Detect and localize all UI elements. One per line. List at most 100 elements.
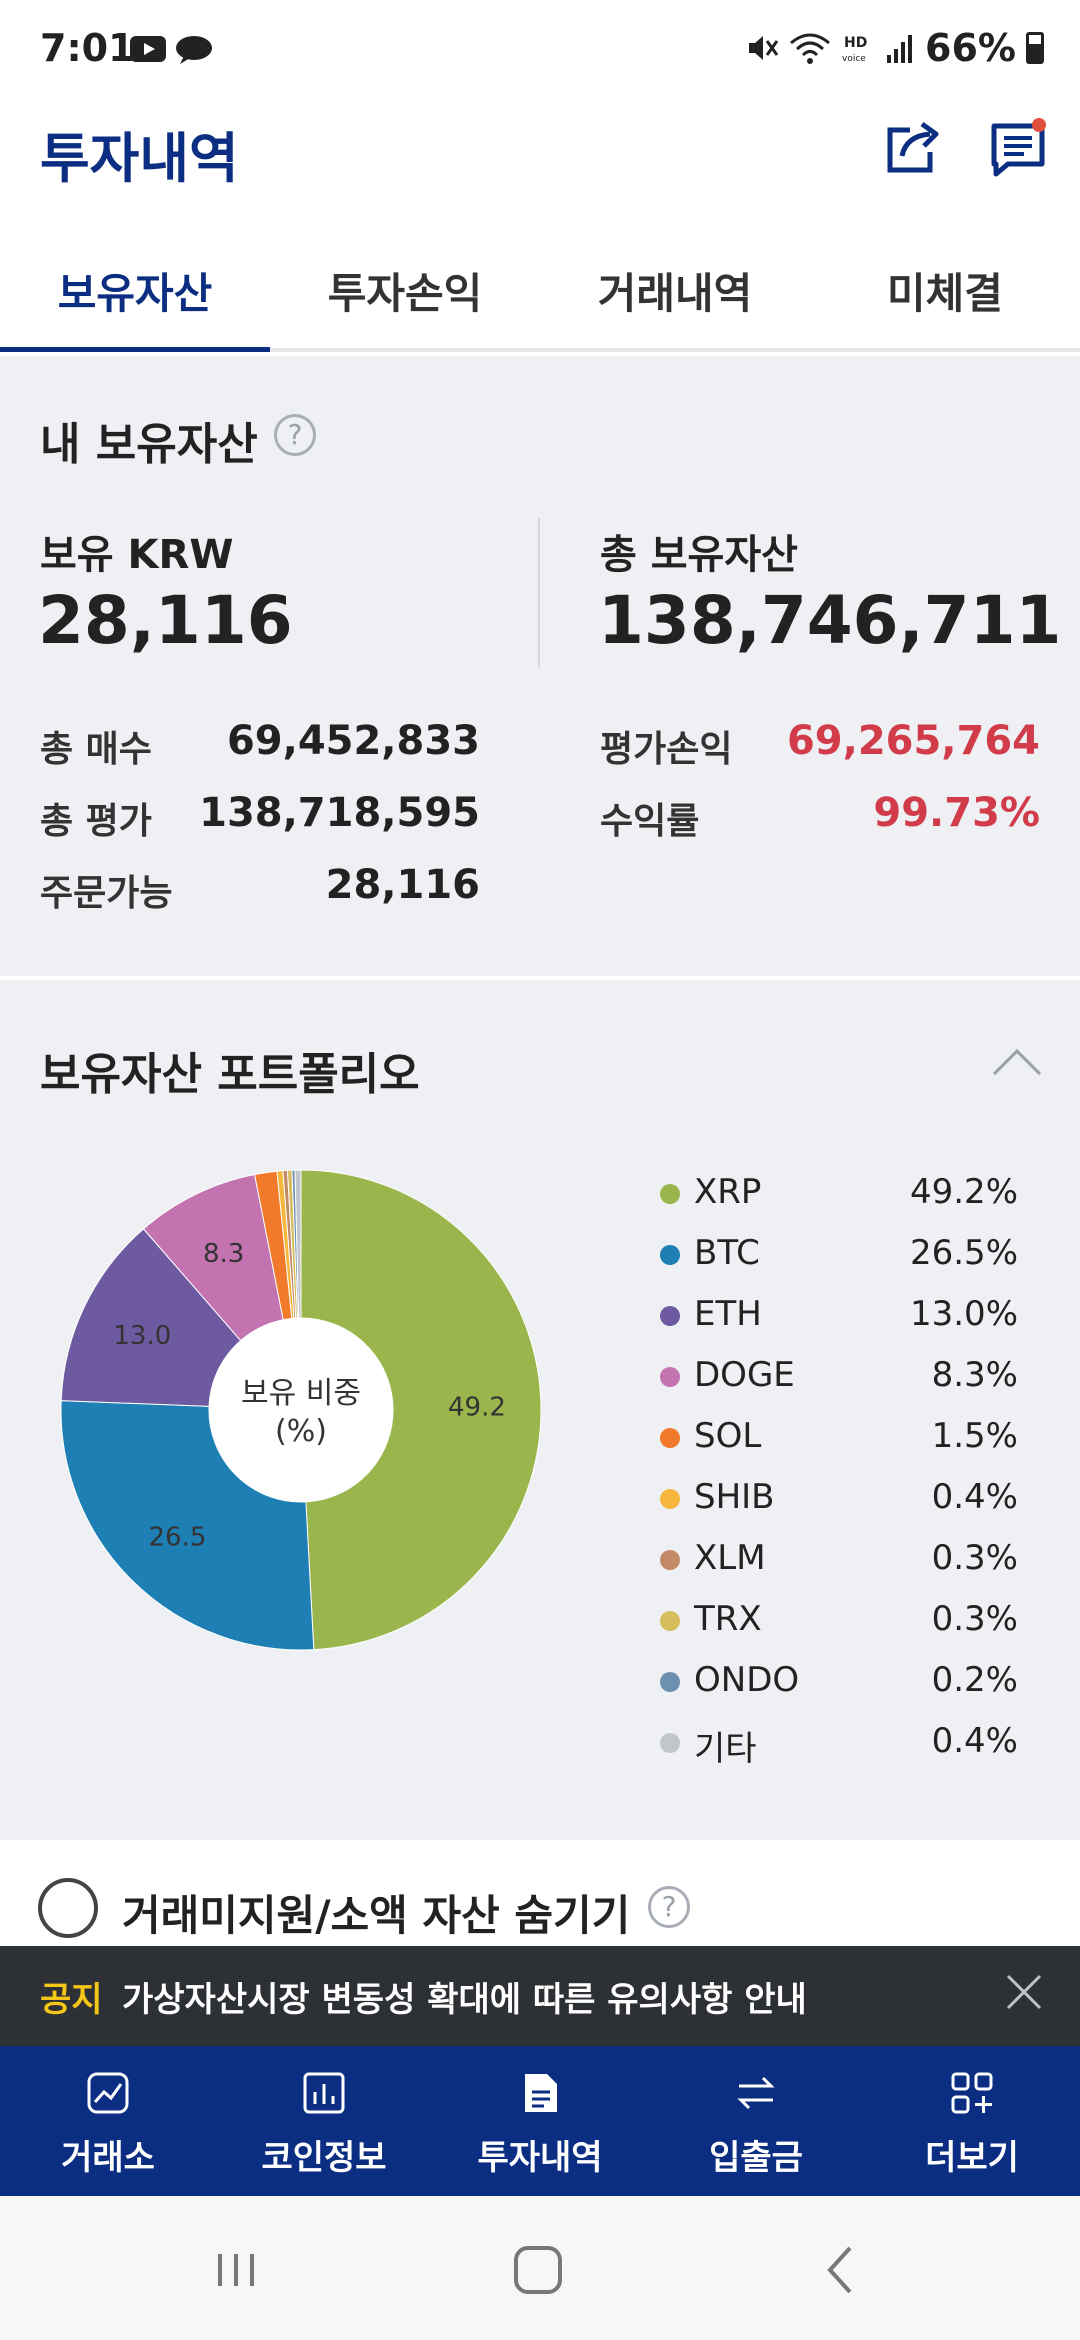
- holdings-summary: 내 보유자산 ? 보유 KRW 28,116 총 보유자산 138,746,71…: [0, 356, 1080, 976]
- chevron-up-icon[interactable]: [992, 1048, 1042, 1098]
- tab-open-orders[interactable]: 미체결: [887, 269, 1003, 318]
- total-assets-label: 총 보유자산: [600, 532, 798, 578]
- tab-profit-loss[interactable]: 투자손익: [327, 269, 483, 318]
- legend-name: SOL: [694, 1416, 762, 1456]
- mute-icon: [749, 36, 779, 60]
- more-icon: [951, 2072, 993, 2114]
- nav-more[interactable]: 더보기: [864, 2046, 1080, 2196]
- portfolio-section: 보유자산 포트폴리오 보유 비중 (%) 49.2 26.5 13.0 8.3 XRP…: [0, 980, 1080, 1840]
- total-eval-label: 총 평가: [40, 801, 152, 842]
- wifi-icon: [790, 33, 830, 64]
- holdings-title: 내 보유자산: [40, 419, 258, 470]
- bar-chart-icon: [303, 2072, 345, 2114]
- status-indicators: HD voice 66%: [745, 26, 1044, 70]
- legend-name: BTC: [694, 1233, 760, 1273]
- nav-label: 코인정보: [261, 2138, 387, 2178]
- legend-item: SOL 1.5%: [660, 1414, 1030, 1475]
- hide-small-assets-radio[interactable]: [38, 1878, 98, 1938]
- legend-color-dot: [660, 1184, 680, 1204]
- home-icon[interactable]: [508, 2240, 568, 2300]
- legend-name: DOGE: [694, 1355, 795, 1395]
- transfer-icon: [737, 2076, 775, 2110]
- legend-item: DOGE 8.3%: [660, 1353, 1030, 1414]
- legend-percent: 0.3%: [931, 1599, 1018, 1639]
- tab-holdings[interactable]: 보유자산: [0, 240, 270, 352]
- nav-deposit-withdraw[interactable]: 입출금: [648, 2046, 864, 2196]
- youtube-icon: [130, 36, 166, 62]
- document-icon: [525, 2074, 557, 2112]
- legend-percent: 0.3%: [931, 1538, 1018, 1578]
- legend-color-dot: [660, 1672, 680, 1692]
- legend-percent: 49.2%: [909, 1172, 1018, 1212]
- legend-percent: 0.2%: [931, 1660, 1018, 1700]
- notification-dot: [1032, 118, 1046, 132]
- legend-item: ONDO 0.2%: [660, 1658, 1030, 1719]
- status-bar: 7:01 HD voice 66%: [0, 0, 1080, 100]
- return-rate-label: 수익률: [600, 801, 700, 842]
- legend-percent: 13.0%: [909, 1294, 1018, 1334]
- hd-voice-icon: HD voice: [842, 35, 867, 64]
- nav-label: 거래소: [61, 2138, 155, 2178]
- legend-percent: 1.5%: [931, 1416, 1018, 1456]
- help-icon[interactable]: ?: [648, 1886, 690, 1928]
- nav-investment-history[interactable]: 투자내역: [432, 2046, 648, 2196]
- battery-icon: [1026, 32, 1044, 64]
- legend-item: SHIB 0.4%: [660, 1475, 1030, 1536]
- status-time: 7:01: [40, 26, 135, 70]
- legend-percent: 0.4%: [931, 1477, 1018, 1517]
- legend-name: TRX: [694, 1599, 762, 1639]
- pie-slice-label: 8.3: [203, 1239, 244, 1269]
- recent-apps-icon[interactable]: [206, 2240, 266, 2300]
- legend-percent: 26.5%: [909, 1233, 1018, 1273]
- close-icon[interactable]: [1004, 1972, 1044, 2012]
- message-icon[interactable]: [986, 116, 1050, 180]
- total-buy-value: 69,452,833: [226, 718, 480, 764]
- signal-icon: [887, 35, 913, 63]
- legend-color-dot: [660, 1550, 680, 1570]
- talk-icon: [176, 36, 212, 64]
- total-assets-value: 138,746,711: [598, 582, 1062, 659]
- legend-item: TRX 0.3%: [660, 1597, 1030, 1658]
- chart-legend: XRP 49.2% BTC 26.5% ETH 13.0% DOGE 8.3% SOL 1.5% S…: [660, 1170, 1030, 1780]
- legend-item: BTC 26.5%: [660, 1231, 1030, 1292]
- system-nav-bar: [0, 2196, 1080, 2340]
- legend-color-dot: [660, 1489, 680, 1509]
- notice-banner[interactable]: 공지 가상자산시장 변동성 확대에 따른 유의사항 안내: [0, 1946, 1080, 2046]
- help-icon[interactable]: ?: [274, 414, 316, 456]
- notice-tag: 공지: [40, 1980, 103, 2020]
- tab-bar: 보유자산 투자손익 거래내역 미체결: [0, 240, 1080, 352]
- tab-transactions[interactable]: 거래내역: [597, 269, 753, 318]
- legend-item: ETH 13.0%: [660, 1292, 1030, 1353]
- nav-coin-info[interactable]: 코인정보: [216, 2046, 432, 2196]
- nav-label: 투자내역: [477, 2138, 603, 2178]
- total-eval-value: 138,718,595: [199, 790, 480, 836]
- pie-slice-label: 26.5: [148, 1522, 206, 1552]
- battery-percent: 66%: [925, 26, 1016, 70]
- orderable-label: 주문가능: [40, 873, 173, 914]
- svg-text:voice: voice: [842, 54, 866, 64]
- nav-exchange[interactable]: 거래소: [0, 2046, 216, 2196]
- pie-slice-label: 13.0: [113, 1321, 171, 1351]
- legend-name: 기타: [694, 1729, 757, 1769]
- donut-hole: [209, 1318, 393, 1502]
- back-icon[interactable]: [812, 2240, 872, 2300]
- section-divider: [0, 976, 1080, 980]
- legend-name: ONDO: [694, 1660, 800, 1700]
- legend-item: 기타 0.4%: [660, 1719, 1030, 1780]
- legend-name: XRP: [694, 1172, 762, 1212]
- orderable-value: 28,116: [325, 862, 480, 908]
- return-rate-value: 99.73%: [873, 790, 1040, 836]
- krw-value: 28,116: [38, 582, 293, 659]
- legend-name: ETH: [694, 1294, 762, 1334]
- pie-slice-label: 49.2: [448, 1392, 506, 1422]
- legend-percent: 0.4%: [931, 1721, 1018, 1761]
- nav-label: 입출금: [709, 2138, 803, 2178]
- legend-name: SHIB: [694, 1477, 775, 1517]
- legend-color-dot: [660, 1245, 680, 1265]
- hide-small-assets-row[interactable]: 거래미지원/소액 자산 숨기기 ?: [0, 1842, 1080, 1946]
- legend-item: XLM 0.3%: [660, 1536, 1030, 1597]
- legend-color-dot: [660, 1428, 680, 1448]
- chart-icon: [87, 2072, 129, 2114]
- legend-name: XLM: [694, 1538, 766, 1578]
- share-icon[interactable]: [880, 116, 944, 180]
